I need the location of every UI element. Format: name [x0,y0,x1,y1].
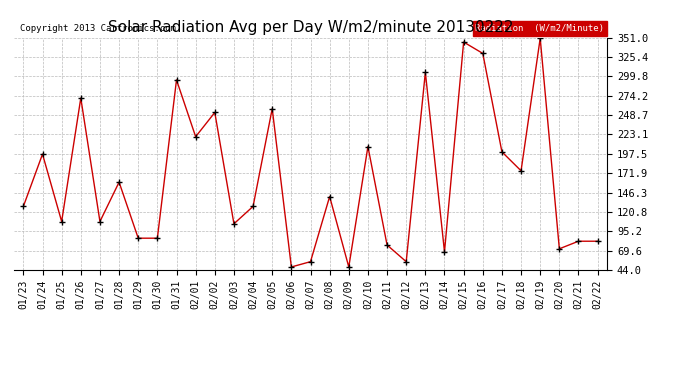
Text: Copyright 2013 Cartronics.com: Copyright 2013 Cartronics.com [20,24,176,33]
Text: Radiation  (W/m2/Minute): Radiation (W/m2/Minute) [475,24,604,33]
Title: Solar Radiation Avg per Day W/m2/minute 20130222: Solar Radiation Avg per Day W/m2/minute … [108,20,513,35]
